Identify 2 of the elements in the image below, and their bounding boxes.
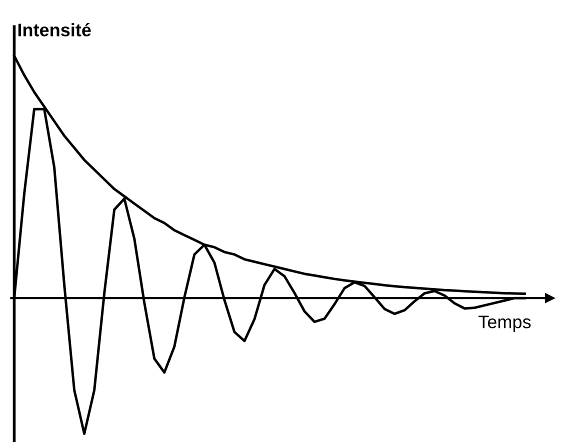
x-axis-title: Temps xyxy=(478,316,531,332)
y-axis-title: Intensité xyxy=(18,22,91,36)
